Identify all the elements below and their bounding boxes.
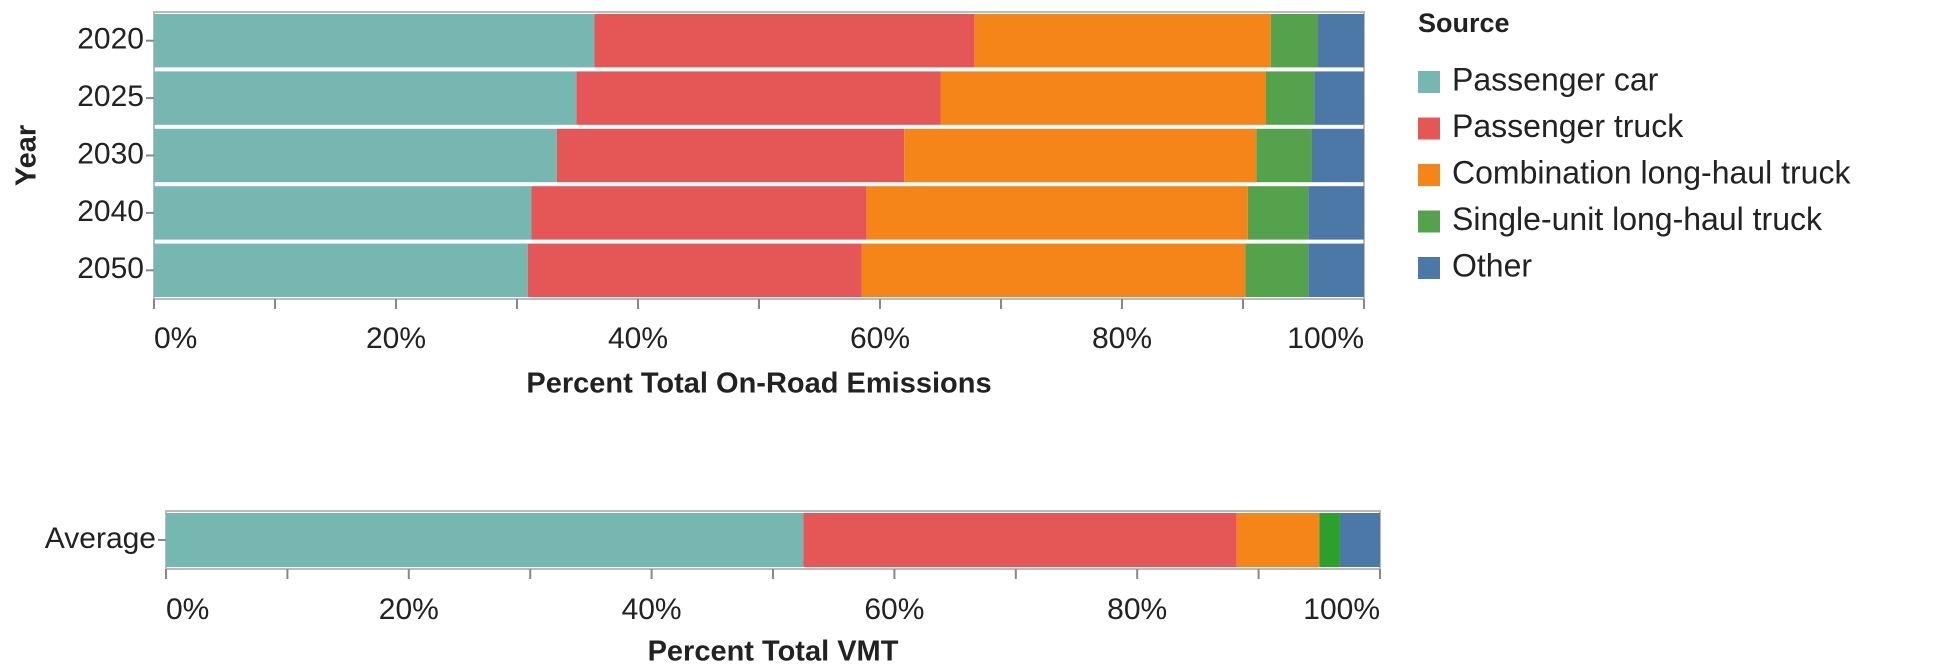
bar-segment — [1308, 243, 1364, 297]
x-tick-label: 60% — [850, 322, 910, 355]
bar-segment — [803, 513, 1237, 567]
y-tick-label: 2025 — [77, 80, 144, 113]
bar-segment — [166, 513, 804, 567]
bar-segment — [556, 128, 905, 183]
x-tick-label: 40% — [622, 593, 682, 626]
bar-segment — [1265, 71, 1315, 125]
legend-swatch — [1418, 117, 1440, 140]
legend-label: Passenger car — [1452, 61, 1659, 97]
bar-segment — [1311, 128, 1364, 183]
x-tick-label: 0% — [154, 322, 197, 355]
bar-segment — [974, 14, 1271, 68]
x-tick-label: 100% — [1287, 322, 1364, 355]
y-axis-title: Year — [11, 125, 43, 186]
bar-segment — [154, 14, 595, 68]
bar-segment — [861, 243, 1246, 297]
bar-segment — [1256, 128, 1312, 183]
x-tick-label: 60% — [864, 593, 924, 626]
y-tick-label: 2050 — [77, 252, 144, 285]
bar-segment — [154, 71, 577, 125]
bar-segment — [1308, 186, 1364, 240]
bar-segment — [1318, 14, 1364, 68]
x-tick-label: 100% — [1303, 593, 1380, 626]
x-axis-title: Percent Total On-Road Emissions — [526, 368, 991, 400]
bar-segment — [940, 71, 1266, 125]
x-tick-label: 20% — [379, 593, 439, 626]
bar-segment — [1270, 14, 1319, 68]
legend-label: Other — [1452, 247, 1532, 283]
legend-swatch — [1418, 210, 1440, 233]
bar-segment — [527, 243, 862, 297]
bar-segment — [154, 128, 557, 183]
x-tick-label: 80% — [1092, 322, 1152, 355]
y-tick-label: 2020 — [77, 23, 144, 56]
bar-segment — [576, 71, 941, 125]
bar-segment — [1236, 513, 1320, 567]
bar-segment — [904, 128, 1257, 183]
bar-segment — [154, 186, 532, 240]
y-tick-label: Average — [45, 522, 156, 555]
bar-segment — [594, 14, 975, 68]
x-tick-label: 80% — [1107, 593, 1167, 626]
legend-label: Single-unit long-haul truck — [1452, 201, 1823, 237]
y-tick-label: 2040 — [77, 195, 144, 228]
x-tick-label: 0% — [166, 593, 209, 626]
x-axis-title: Percent Total VMT — [648, 636, 899, 667]
legend-swatch — [1418, 257, 1440, 279]
x-tick-label: 40% — [608, 322, 668, 355]
x-tick-label: 20% — [366, 322, 426, 355]
legend-label: Passenger truck — [1452, 108, 1684, 144]
bar-segment — [154, 243, 528, 297]
bar-segment — [866, 186, 1248, 240]
bar-segment — [531, 186, 867, 240]
bar-segment — [1339, 513, 1380, 567]
bar-segment — [1245, 243, 1309, 297]
legend-title: Source — [1418, 8, 1510, 38]
legend-swatch — [1418, 164, 1440, 186]
legend-label: Combination long-haul truck — [1452, 154, 1851, 190]
y-tick-label: 2030 — [77, 137, 144, 170]
legend-swatch — [1418, 71, 1440, 93]
bar-segment — [1319, 513, 1340, 567]
bar-segment — [1247, 186, 1309, 240]
bar-segment — [1314, 71, 1364, 125]
